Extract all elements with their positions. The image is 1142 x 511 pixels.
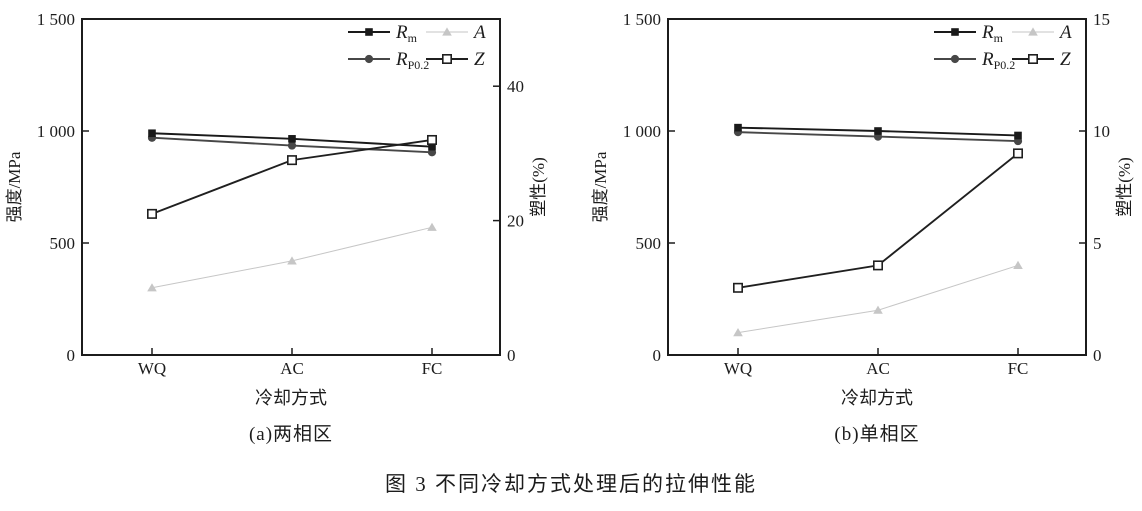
svg-text:AC: AC (866, 359, 890, 378)
svg-text:AC: AC (280, 359, 304, 378)
series-Rm (148, 129, 436, 151)
svg-text:40: 40 (507, 77, 524, 96)
svg-text:20: 20 (507, 212, 524, 231)
svg-text:1 000: 1 000 (37, 122, 75, 141)
legend: Rm A RP0.2 Z (934, 22, 1072, 72)
series-Z (147, 134, 437, 219)
svg-text:FC: FC (1008, 359, 1029, 378)
svg-text:500: 500 (636, 234, 662, 253)
x-axis: WQ AC FC (724, 348, 1029, 378)
svg-text:FC: FC (422, 359, 443, 378)
svg-text:Z: Z (1060, 49, 1071, 70)
y-axis-left-title: 强度/MPa (591, 151, 610, 222)
figure-caption: 图 3 不同冷却方式处理后的拉伸性能 (385, 472, 757, 496)
x-axis: WQ AC FC (138, 348, 443, 378)
series-Z (732, 148, 1023, 293)
svg-text:0: 0 (653, 346, 662, 365)
legend: Rm A RP0.2 Z (348, 22, 486, 72)
svg-text:15: 15 (1093, 10, 1110, 29)
y-axis-left: 0 500 1 000 1 500 (37, 10, 89, 365)
svg-text:0: 0 (507, 346, 516, 365)
svg-text:Rm: Rm (395, 22, 418, 45)
series-Rm (734, 123, 1022, 140)
svg-text:Z: Z (474, 49, 485, 70)
series-A (147, 222, 437, 292)
svg-text:5: 5 (1093, 234, 1102, 253)
y-axis-right: 0 5 10 15 (1079, 10, 1110, 365)
y-axis-left: 0 500 1 000 1 500 (623, 10, 675, 365)
y-axis-left-title: 强度/MPa (5, 151, 24, 222)
svg-text:1 500: 1 500 (623, 10, 661, 29)
series-A (733, 260, 1023, 337)
svg-text:500: 500 (50, 234, 76, 253)
svg-text:1 000: 1 000 (623, 122, 661, 141)
y-axis-right: 0 20 40 (493, 77, 524, 365)
subplot-caption: (b)单相区 (834, 423, 919, 445)
chart-a: 0 500 1 000 1 500 0 20 40 WQ AC FC 强度/MPa 塑性(%) 冷却方式… (5, 10, 548, 445)
svg-text:RP0.2: RP0.2 (395, 49, 429, 72)
plot-frame (81, 18, 501, 356)
svg-text:10: 10 (1093, 122, 1110, 141)
svg-text:1 500: 1 500 (37, 10, 75, 29)
y-axis-right-title: 塑性(%) (1115, 157, 1134, 216)
subplot-caption: (a)两相区 (249, 423, 333, 445)
y-axis-right-title: 塑性(%) (529, 157, 548, 216)
svg-text:0: 0 (1093, 346, 1102, 365)
x-axis-title: 冷却方式 (255, 388, 327, 408)
svg-text:A: A (1058, 22, 1072, 43)
plot-frame (667, 18, 1087, 356)
svg-text:WQ: WQ (138, 359, 166, 378)
svg-text:A: A (472, 22, 486, 43)
svg-text:Rm: Rm (981, 22, 1004, 45)
chart-b: 0 500 1 000 1 500 0 5 10 15 WQ AC FC 强度/MPa 塑性(%) 冷却方… (591, 10, 1134, 445)
svg-text:WQ: WQ (724, 359, 752, 378)
x-axis-title: 冷却方式 (841, 388, 913, 408)
svg-text:RP0.2: RP0.2 (981, 49, 1015, 72)
svg-text:0: 0 (67, 346, 76, 365)
